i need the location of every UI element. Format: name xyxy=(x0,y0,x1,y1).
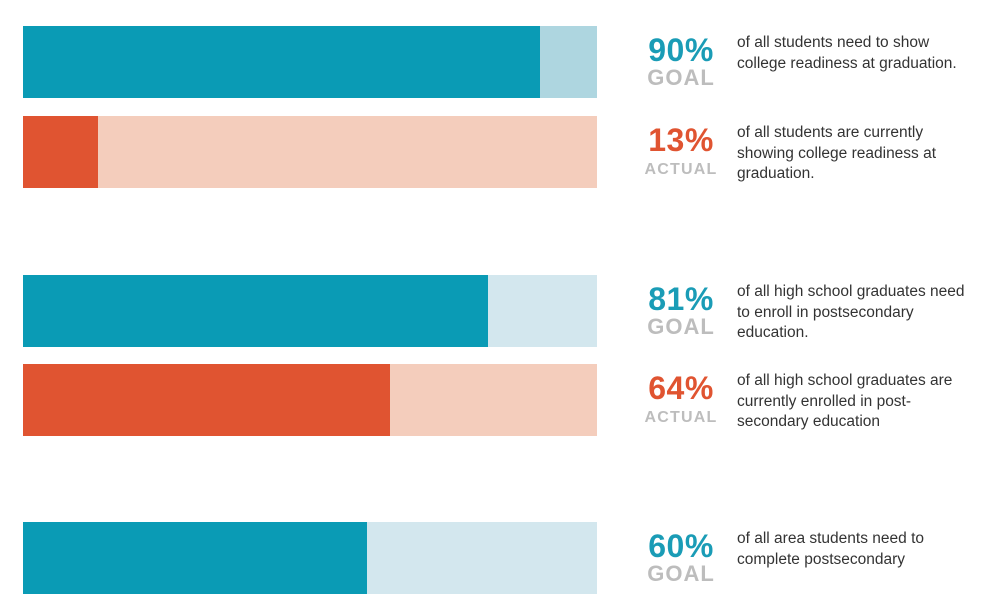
bar-fill xyxy=(23,116,98,188)
bar-fill xyxy=(23,275,488,347)
row-college-readiness-goal: 90% GOAL of all students need to show co… xyxy=(0,26,1000,98)
actual-label: ACTUAL xyxy=(644,161,718,178)
description: of all students are currently showing co… xyxy=(737,124,937,182)
goal-label: GOAL xyxy=(647,65,715,90)
bar xyxy=(23,26,597,98)
row-postsecondary-enrollment-actual: 64% ACTUAL of all high school graduates … xyxy=(0,364,1000,436)
row-college-readiness-actual: 13% ACTUAL of all students are currently… xyxy=(0,116,1000,188)
stat: 81% GOAL xyxy=(640,283,722,339)
percent-value: 64% xyxy=(648,370,714,406)
bar-fill xyxy=(23,522,368,594)
actual-label: ACTUAL xyxy=(644,409,718,426)
bar-fill xyxy=(23,364,391,436)
description: of all high school graduates need to enr… xyxy=(737,283,965,341)
bar xyxy=(23,364,597,436)
stat: 60% GOAL xyxy=(640,530,722,586)
goal-label: GOAL xyxy=(647,561,715,586)
row-postsecondary-enrollment-goal: 81% GOAL of all high school graduates ne… xyxy=(0,275,1000,347)
bar xyxy=(23,522,597,594)
bar-track xyxy=(23,116,597,188)
description: of all area students need to complete po… xyxy=(737,530,924,568)
stat: 13% ACTUAL xyxy=(640,124,722,182)
row-postsecondary-completion-goal: 60% GOAL of all area students need to co… xyxy=(0,522,1000,594)
stat: 64% ACTUAL xyxy=(640,372,722,430)
description: of all students need to show college rea… xyxy=(737,34,957,72)
stat: 90% GOAL xyxy=(640,34,722,90)
bar xyxy=(23,116,597,188)
bar xyxy=(23,275,597,347)
description: of all high school graduates are current… xyxy=(737,372,953,430)
percent-value: 81% xyxy=(648,281,714,317)
goal-label: GOAL xyxy=(647,314,715,339)
percent-value: 60% xyxy=(648,528,714,564)
bar-fill xyxy=(23,26,540,98)
percent-value: 90% xyxy=(648,32,714,68)
percent-value: 13% xyxy=(648,122,714,158)
